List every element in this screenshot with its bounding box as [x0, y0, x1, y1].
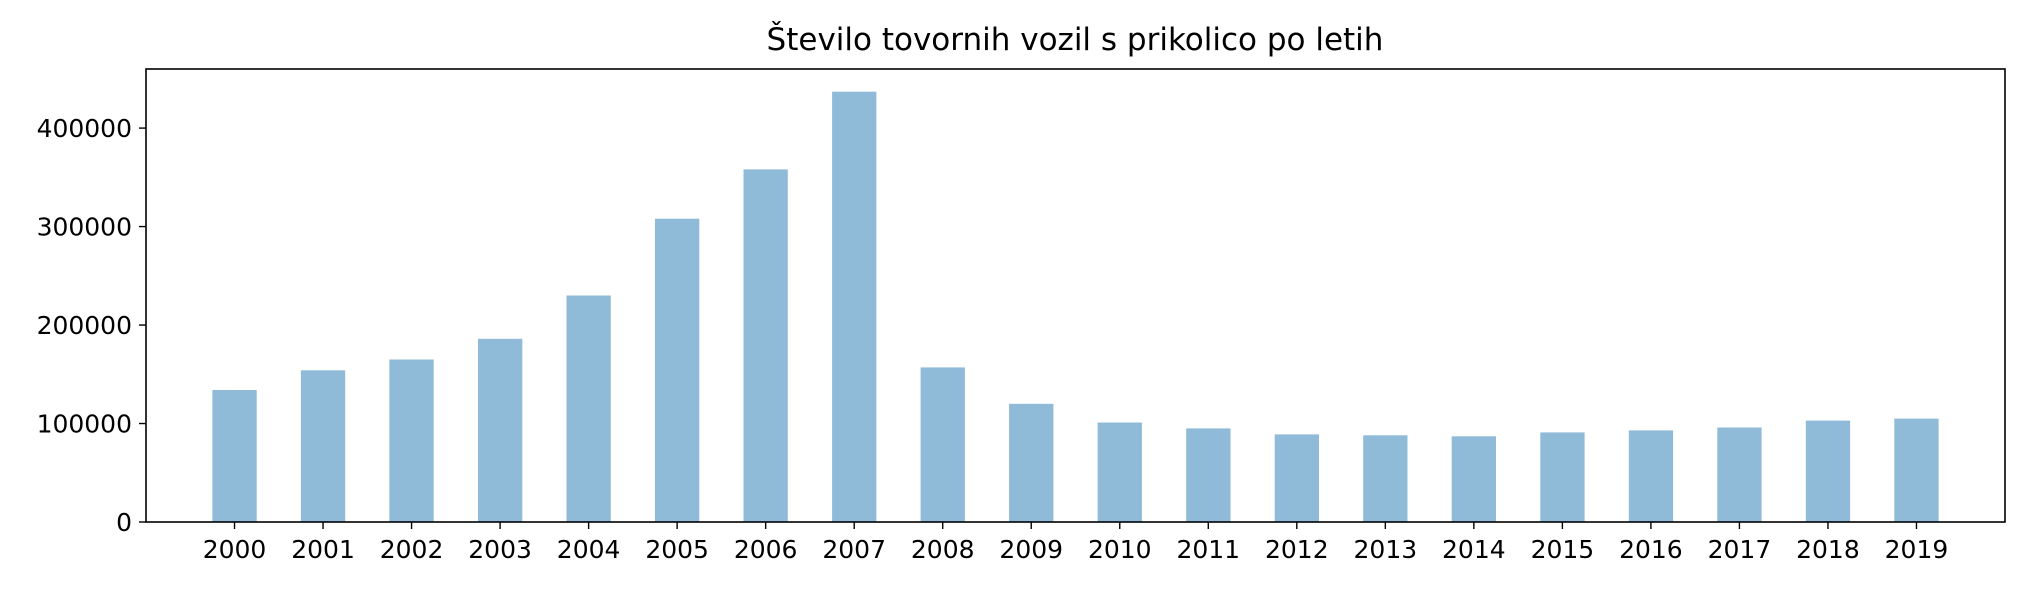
bar-2004: [566, 295, 611, 522]
y-tick-label-0: 0: [116, 508, 132, 537]
x-tick-label-2013: 2013: [1354, 535, 1418, 564]
x-tick-label-2004: 2004: [557, 535, 621, 564]
x-tick-label-2019: 2019: [1885, 535, 1949, 564]
x-tick-label-2017: 2017: [1708, 535, 1772, 564]
x-axis: 2000 2001 2002 2003 2004 2005 2006 2007 2008 2009…: [203, 522, 1949, 564]
x-tick-label-2012: 2012: [1265, 535, 1329, 564]
y-tick-label-300000: 300000: [37, 213, 132, 242]
x-tick-label-2007: 2007: [822, 535, 886, 564]
x-tick-label-2002: 2002: [380, 535, 444, 564]
x-tick-label-2001: 2001: [291, 535, 355, 564]
x-tick-label-2015: 2015: [1531, 535, 1595, 564]
bar-2016: [1628, 430, 1674, 522]
bar-2011: [1186, 428, 1231, 522]
bar-2019: [1894, 418, 1939, 522]
y-tick-label-400000: 400000: [37, 114, 132, 143]
bar-2002: [389, 359, 434, 522]
bar-2017: [1717, 427, 1762, 522]
y-tick-label-200000: 200000: [37, 311, 132, 340]
axes-frame: [145, 68, 2006, 523]
x-tick-label-2016: 2016: [1619, 535, 1683, 564]
x-tick-label-2005: 2005: [645, 535, 709, 564]
bar-2003: [478, 338, 523, 522]
bar-2005: [655, 218, 700, 522]
bars-group: [212, 91, 1939, 522]
x-tick-label-2011: 2011: [1176, 535, 1240, 564]
bar-2009: [1009, 403, 1054, 522]
bar-2008: [920, 367, 965, 522]
x-tick-label-2006: 2006: [734, 535, 798, 564]
x-tick-label-2018: 2018: [1796, 535, 1860, 564]
bar-2018: [1805, 420, 1851, 522]
bar-2000: [212, 390, 257, 522]
x-tick-label-2008: 2008: [911, 535, 975, 564]
bar-2007: [832, 91, 877, 522]
bar-2001: [300, 370, 346, 522]
bar-2010: [1097, 422, 1142, 522]
y-tick-label-100000: 100000: [37, 410, 132, 439]
x-tick-label-2014: 2014: [1442, 535, 1506, 564]
bar-2006: [743, 169, 788, 522]
x-tick-label-2010: 2010: [1088, 535, 1152, 564]
x-tick-label-2000: 2000: [203, 535, 267, 564]
x-tick-label-2009: 2009: [999, 535, 1063, 564]
bar-2014: [1451, 436, 1496, 522]
bar-2012: [1274, 434, 1319, 522]
x-tick-label-2003: 2003: [468, 535, 532, 564]
y-axis: 0 100000 200000 300000 400000: [37, 114, 146, 537]
bar-2015: [1540, 432, 1585, 522]
bar-2013: [1363, 435, 1408, 522]
chart-title: Število tovornih vozil s prikolico po le…: [767, 21, 1384, 58]
